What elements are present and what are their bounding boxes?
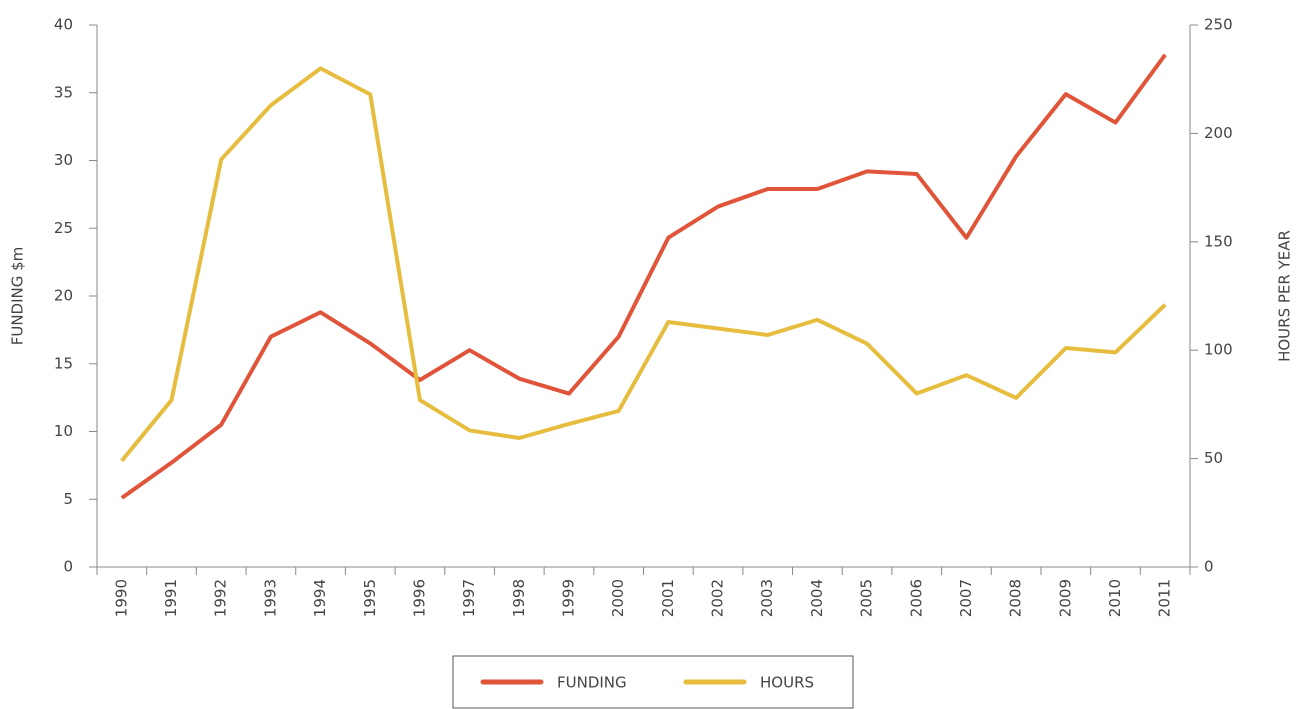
x-tick-label: 1998 <box>510 579 528 617</box>
y2-tick-label: 200 <box>1204 124 1233 142</box>
y2-tick-label: 150 <box>1204 232 1233 250</box>
x-tick-label: 2005 <box>858 579 876 617</box>
x-tick-label: 2003 <box>758 579 776 617</box>
x-tick-label: 2011 <box>1156 579 1174 617</box>
x-tick-label: 1996 <box>410 579 428 617</box>
x-tick-label: 2002 <box>709 579 727 617</box>
y-tick-label: 30 <box>54 151 73 169</box>
x-tick-label: 2009 <box>1056 579 1074 617</box>
y-tick-label: 20 <box>54 287 73 305</box>
y-axis-title: FUNDING $m <box>9 247 27 346</box>
x-tick-label: 2008 <box>1007 579 1025 617</box>
line-series <box>120 53 1167 500</box>
y-tick-label: 10 <box>54 422 73 440</box>
x-tick-label: 2007 <box>957 579 975 617</box>
y2-tick-label: 50 <box>1204 449 1223 467</box>
y2-tick-label: 0 <box>1204 558 1214 576</box>
x-tick-label: 2004 <box>808 579 826 617</box>
y2-tick-label: 250 <box>1204 16 1233 34</box>
legend-label: HOURS <box>760 674 814 692</box>
y-tick-label: 40 <box>54 16 73 34</box>
legend-box <box>452 655 854 709</box>
x-tick-label: 2001 <box>659 579 677 617</box>
y2-tick-label: 100 <box>1204 341 1233 359</box>
x-tick-label: 1995 <box>361 579 379 617</box>
x-tick-label: 1991 <box>162 579 180 617</box>
y-tick-label: 0 <box>63 558 73 576</box>
y-tick-label: 35 <box>54 83 73 101</box>
x-tick-label: 2010 <box>1106 579 1124 617</box>
legend-label: FUNDING <box>557 674 627 692</box>
x-tick-label: 2006 <box>907 579 925 617</box>
x-tick-label: 1992 <box>212 579 230 617</box>
x-tick-label: 1999 <box>559 579 577 617</box>
y-tick-label: 15 <box>54 354 73 372</box>
line-series <box>120 66 1167 463</box>
y-tick-label: 25 <box>54 219 73 237</box>
x-tick-label: 1993 <box>261 579 279 617</box>
y-tick-label: 5 <box>63 490 73 508</box>
x-tick-label: 1997 <box>460 579 478 617</box>
y2-axis-title: HOURS PER YEAR <box>1276 230 1294 362</box>
x-tick-label: 1990 <box>112 579 130 617</box>
x-tick-label: 2000 <box>609 579 627 617</box>
x-tick-label: 1994 <box>311 579 329 617</box>
